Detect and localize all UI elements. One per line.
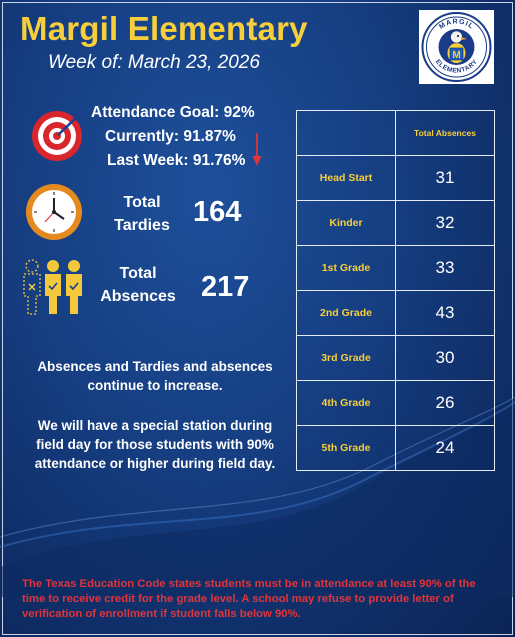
- table-cell-absences: 43: [395, 290, 495, 336]
- table-cell-grade: 5th Grade: [296, 425, 396, 471]
- table-cell-absences: 24: [395, 425, 495, 471]
- table-row: 1st Grade 33: [296, 245, 495, 291]
- table-header-grade: [296, 110, 396, 156]
- table-row: 3rd Grade 30: [296, 335, 495, 381]
- people-icon: [23, 259, 82, 315]
- table-row: 2nd Grade 43: [296, 290, 495, 336]
- school-name-title: Margil Elementary: [20, 10, 308, 47]
- message-increase: Absences and Tardies and absences contin…: [37, 359, 273, 393]
- table-row: Kinder 32: [296, 200, 495, 246]
- table-cell-grade: 2nd Grade: [296, 290, 396, 336]
- table-cell-absences: 31: [395, 155, 495, 201]
- table-cell-grade: 4th Grade: [296, 380, 396, 426]
- logo-letter: M: [452, 50, 460, 61]
- clock-icon: [26, 184, 82, 240]
- table-cell-grade: Head Start: [296, 155, 396, 201]
- absences-label: Total Absences: [94, 262, 182, 308]
- table-header-total-absences: Total Absences: [395, 110, 495, 156]
- absences-label-line1: Total: [119, 265, 157, 282]
- table-cell-grade: Kinder: [296, 200, 396, 246]
- absences-total: 217: [201, 271, 250, 303]
- attendance-current: Currently: 91.87%: [105, 128, 236, 145]
- tardies-label-line1: Total: [123, 194, 161, 211]
- absences-by-grade-table: Total Absences Head Start 31 Kinder 32 1…: [296, 110, 495, 471]
- attendance-last-week: Last Week: 91.76%: [107, 152, 246, 169]
- table-cell-grade: 3rd Grade: [296, 335, 396, 381]
- absences-label-line2: Absences: [100, 288, 176, 305]
- table-cell-grade: 1st Grade: [296, 245, 396, 291]
- target-icon: [32, 111, 83, 161]
- attendance-goal: Attendance Goal: 92%: [91, 104, 255, 121]
- tardies-total: 164: [193, 196, 242, 228]
- table-header-row: Total Absences: [296, 110, 495, 156]
- week-of-subtitle: Week of: March 23, 2026: [48, 52, 260, 73]
- school-logo: MARGIL ELEMENTARY M: [419, 10, 494, 84]
- tardies-label: Total Tardies: [110, 191, 174, 237]
- table-cell-absences: 32: [395, 200, 495, 246]
- table-row: 4th Grade 26: [296, 380, 495, 426]
- trend-down-arrow-icon: [252, 133, 262, 166]
- attendance-stats: Attendance Goal: 92% Currently: 91.87% L…: [91, 101, 281, 173]
- table-row: Head Start 31: [296, 155, 495, 201]
- tardies-label-line2: Tardies: [114, 217, 170, 234]
- table-row: 5th Grade 24: [296, 425, 495, 471]
- table-cell-absences: 26: [395, 380, 495, 426]
- table-cell-absences: 33: [395, 245, 495, 291]
- message-field-day: We will have a special station during fi…: [34, 418, 276, 471]
- tec-attendance-footnote: The Texas Education Code states students…: [22, 578, 476, 620]
- table-cell-absences: 30: [395, 335, 495, 381]
